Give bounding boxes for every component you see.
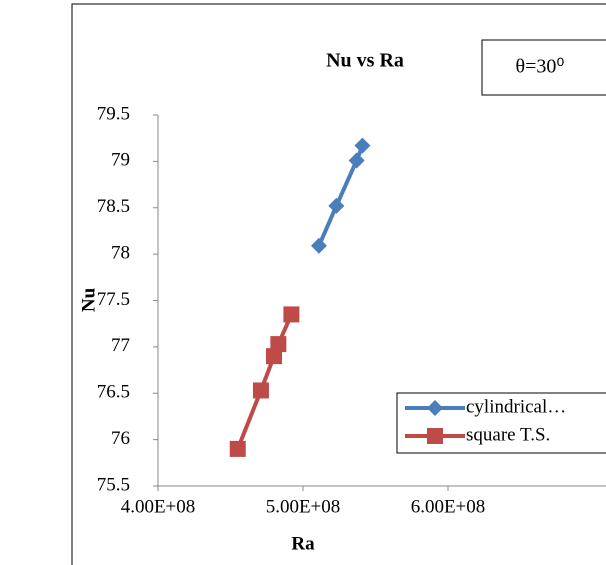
legend-marker bbox=[427, 400, 443, 416]
data-point bbox=[328, 197, 345, 214]
data-point bbox=[348, 152, 365, 169]
y-tick-label: 75.5 bbox=[97, 474, 130, 495]
x-axis-label: Ra bbox=[291, 533, 315, 554]
legend-marker bbox=[427, 428, 443, 444]
data-point bbox=[266, 348, 282, 365]
y-tick-label: 78 bbox=[111, 242, 130, 263]
y-tick-label: 77 bbox=[111, 335, 130, 356]
legend-label: cylindrical… bbox=[466, 396, 566, 417]
series-line bbox=[317, 144, 365, 247]
legend-label: square T.S. bbox=[466, 424, 550, 445]
x-tick-label: 6.00E+08 bbox=[411, 496, 486, 517]
annotation-box bbox=[481, 39, 606, 96]
y-tick-label: 78.5 bbox=[97, 196, 130, 217]
y-tick-label: 79.5 bbox=[97, 103, 130, 124]
chart-frame bbox=[71, 3, 606, 565]
data-point bbox=[354, 137, 371, 154]
chart-title: Nu vs Ra bbox=[326, 50, 404, 72]
y-axis-label: Nu bbox=[78, 287, 99, 312]
data-point bbox=[229, 440, 246, 457]
x-tick-label: 4.00E+08 bbox=[121, 496, 196, 517]
y-tick-label: 77.5 bbox=[97, 289, 130, 310]
annotation: θ=30⁰ bbox=[516, 56, 565, 78]
y-tick-label: 76 bbox=[111, 428, 130, 449]
y-tick-label: 79 bbox=[111, 150, 130, 171]
y-tick-label: 76.5 bbox=[97, 382, 130, 403]
data-point bbox=[283, 306, 300, 323]
data-point bbox=[270, 336, 287, 353]
data-point bbox=[252, 382, 269, 399]
x-tick-label: 5.00E+08 bbox=[266, 496, 341, 517]
data-point bbox=[310, 237, 327, 254]
